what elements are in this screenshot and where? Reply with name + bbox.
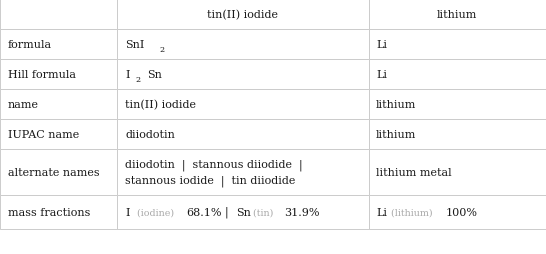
Bar [0,30,117,60]
Text: mass fractions: mass fractions [8,207,90,217]
Text: |: | [218,206,236,218]
Text: diiodotin  |  stannous diiodide  |
stannous iodide  |  tin diiodide: diiodotin | stannous diiodide | stannous… [125,158,302,186]
Bar [0,60,117,90]
Text: 2: 2 [160,46,165,54]
Bar [117,195,369,229]
Bar [369,90,546,120]
Text: Hill formula: Hill formula [8,70,76,80]
Text: Li: Li [376,207,387,217]
Text: I: I [125,207,129,217]
Bar [369,120,546,150]
Bar [0,0,117,30]
Text: tin(II) iodide: tin(II) iodide [125,100,196,110]
Bar [117,150,369,195]
Text: Li: Li [376,40,387,50]
Bar [117,60,369,90]
Text: lithium metal: lithium metal [376,167,452,178]
Bar [0,195,117,229]
Text: name: name [8,100,39,110]
Text: alternate names: alternate names [8,167,99,178]
Text: SnI: SnI [125,40,144,50]
Text: Sn: Sn [236,207,251,217]
Bar [117,0,369,30]
Bar [117,120,369,150]
Text: lithium: lithium [376,100,417,110]
Text: formula: formula [8,40,52,50]
Bar [0,90,117,120]
Text: tin(II) iodide: tin(II) iodide [207,10,278,20]
Text: (tin): (tin) [250,207,276,216]
Text: I: I [125,70,129,80]
Text: 31.9%: 31.9% [284,207,319,217]
Text: IUPAC name: IUPAC name [8,130,79,140]
Text: lithium: lithium [437,10,477,20]
Bar [0,150,117,195]
Text: 68.1%: 68.1% [187,207,222,217]
Text: 100%: 100% [446,207,478,217]
Bar [369,0,546,30]
Bar [369,150,546,195]
Bar [0,120,117,150]
Text: diiodotin: diiodotin [125,130,175,140]
Bar [117,30,369,60]
Text: lithium: lithium [376,130,417,140]
Text: (iodine): (iodine) [134,207,177,216]
Text: 2: 2 [136,76,141,84]
Bar [369,30,546,60]
Bar [369,195,546,229]
Bar [117,90,369,120]
Text: Li: Li [376,70,387,80]
Text: (lithium): (lithium) [388,207,436,216]
Text: Sn: Sn [147,70,162,80]
Bar [369,60,546,90]
